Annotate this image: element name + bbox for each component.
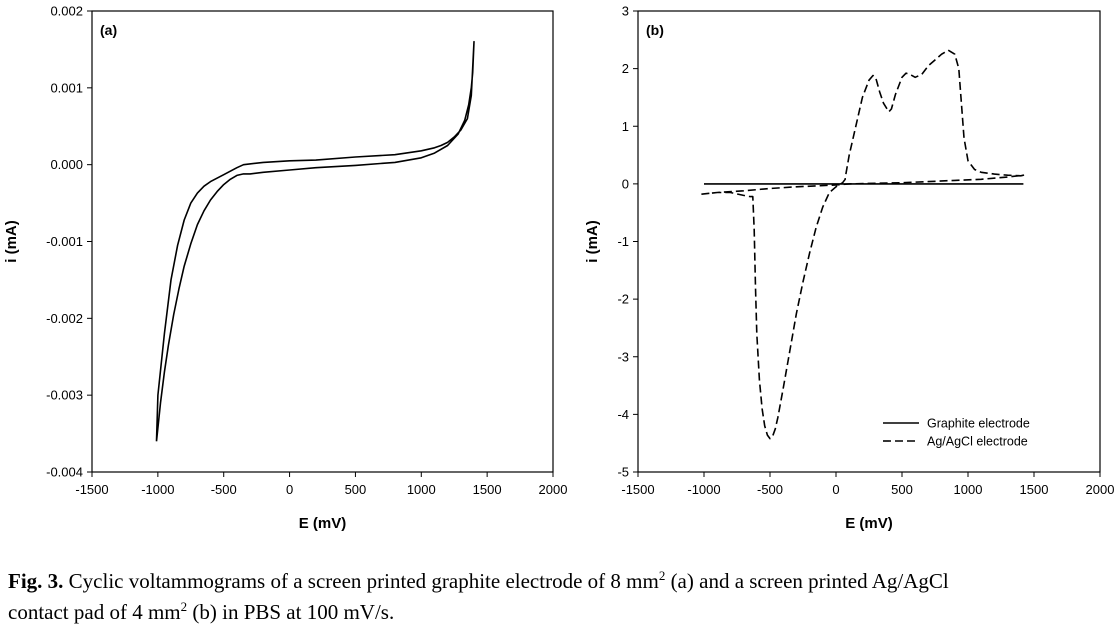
- y-tick-label: -3: [617, 349, 629, 364]
- caption-text-2a: contact pad of 4 mm: [8, 600, 181, 624]
- x-tick-label: -500: [757, 482, 783, 497]
- y-axis-label: i (mA): [584, 220, 601, 263]
- x-tick-label: -1500: [75, 482, 108, 497]
- y-tick-label: -0.002: [46, 311, 83, 326]
- caption-sup-2: 2: [180, 599, 188, 614]
- x-tick-label: 500: [891, 482, 913, 497]
- x-tick-label: 2000: [1086, 482, 1115, 497]
- y-tick-label: 3: [622, 4, 629, 19]
- figure: -1500 -1000 -500 0 500 1000 1500 2000-0.004-0.0…: [3, 4, 1114, 533]
- panel-label: (a): [100, 22, 117, 38]
- legend-entry: Ag/AgCl electrode: [927, 435, 1028, 449]
- x-tick-label: 1500: [1020, 482, 1049, 497]
- x-tick-label: 2000: [539, 482, 568, 497]
- x-tick-label: -1000: [687, 482, 720, 497]
- caption-label: Fig. 3.: [8, 569, 64, 593]
- y-tick-label: 1: [622, 119, 629, 134]
- x-tick-label: 1000: [407, 482, 436, 497]
- series-line-ag-agcl-electrode: [701, 49, 1025, 440]
- y-tick-label: -0.001: [46, 234, 83, 249]
- y-tick-label: 0: [622, 176, 629, 191]
- panel-b-chart: -1500 -1000 -500 0 500 1000 1500 2000 -5 -4 -3 -2 -1…: [584, 4, 1114, 533]
- x-tick-label: 0: [286, 482, 293, 497]
- y-tick-label: 0.001: [50, 80, 83, 95]
- y-tick-label: -0.004: [46, 465, 83, 480]
- x-axis-label: E (mV): [299, 515, 347, 532]
- legend-entry: Graphite electrode: [927, 417, 1030, 431]
- x-tick-label: 1000: [954, 482, 983, 497]
- x-axis-label: E (mV): [845, 515, 893, 532]
- y-tick-label: -2: [617, 292, 629, 307]
- panel-a-chart: -1500 -1000 -500 0 500 1000 1500 2000 -0.004 -0.0…: [3, 4, 567, 533]
- y-tick-label: -1: [617, 234, 629, 249]
- y-tick-label: 2: [622, 61, 629, 76]
- y-tick-label: 0.002: [50, 4, 83, 19]
- x-tick-label: 0: [832, 482, 839, 497]
- y-tick-label: -4: [617, 407, 629, 422]
- caption-text-1b: (a) and a screen printed Ag/AgCl: [665, 569, 949, 593]
- x-tick-label: 1500: [473, 482, 502, 497]
- y-tick-label: -0.003: [46, 388, 83, 403]
- caption-text-2b: (b) in PBS at 100 mV/s.: [187, 600, 395, 624]
- y-tick-label: 0.000: [50, 157, 83, 172]
- caption-sup-1: 2: [658, 568, 666, 583]
- x-tick-label: -500: [211, 482, 237, 497]
- y-axis-label: i (mA): [3, 220, 20, 263]
- x-tick-label: 500: [345, 482, 367, 497]
- figure-caption: Fig. 3. Cyclic voltammograms of a screen…: [8, 563, 1108, 625]
- panel-label: (b): [646, 22, 664, 38]
- y-tick-label: -5: [617, 465, 629, 480]
- x-tick-label: -1000: [141, 482, 174, 497]
- caption-text-1a: Cyclic voltammograms of a screen printed…: [63, 569, 659, 593]
- series-line-graphite-electrode-cv: [155, 40, 475, 442]
- x-tick-label: -1500: [621, 482, 654, 497]
